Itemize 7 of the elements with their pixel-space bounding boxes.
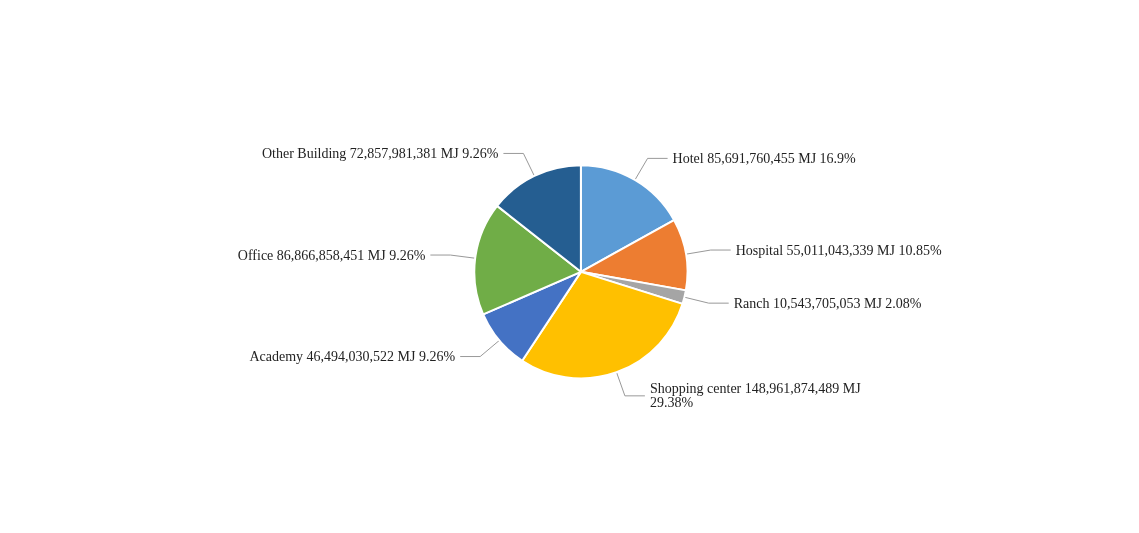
- slice-label: Other Building 72,857,981,381 MJ 9.26%: [261, 145, 499, 161]
- slice-label: Office 86,866,858,451 MJ 9.26%: [237, 247, 426, 263]
- slice-label: Academy 46,494,030,522 MJ 9.26%: [249, 349, 456, 365]
- slice-label: Hotel 85,691,760,455 MJ 16.9%: [672, 150, 857, 166]
- slice-label: Hospital 55,011,043,339 MJ 10.85%: [735, 242, 942, 258]
- slice-label: Shopping center 148,961,874,489 MJ 29.38%: [649, 381, 865, 411]
- slice-label: Ranch 10,543,705,053 MJ 2.08%: [733, 295, 922, 311]
